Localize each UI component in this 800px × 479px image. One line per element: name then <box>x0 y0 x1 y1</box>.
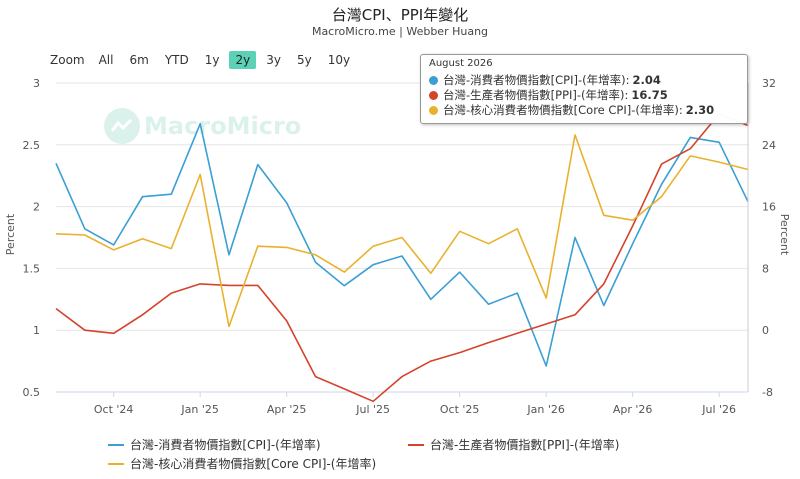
x-tick-label: Oct '24 <box>94 403 134 416</box>
y-left-tick-label: 0.5 <box>23 386 41 399</box>
tooltip-label-cpi: 台灣-消費者物價指數[CPI]-(年增率): <box>443 73 630 87</box>
range-button-all[interactable]: All <box>98 53 114 67</box>
y-axis-left-label: Percent <box>4 213 18 256</box>
y-left-tick-label: 3 <box>33 77 40 90</box>
x-tick-label: Apr '25 <box>267 403 307 416</box>
legend-item-core[interactable]: 台灣-核心消費者物價指數[Core CPI]-(年增率) <box>108 455 376 472</box>
y-left-tick-label: 2.5 <box>23 139 41 152</box>
legend-cpi-line-icon <box>108 443 124 446</box>
x-tick-label: Jul '26 <box>701 403 736 416</box>
legend-item-cpi[interactable]: 台灣-消費者物價指數[CPI]-(年增率) <box>108 436 321 453</box>
cpi-series-line <box>55 123 749 367</box>
x-tick-label: Oct '25 <box>440 403 480 416</box>
legend-core-line-icon <box>108 462 124 465</box>
core-marker-icon <box>429 105 438 115</box>
tooltip: August 2026 台灣-消費者物價指數[CPI]-(年增率): 2.04 … <box>420 54 748 124</box>
watermark-text: MacroMicro <box>144 112 302 140</box>
axes: 0.5 1 1.5 2 2.5 3 -8 0 8 16 24 32 Oct '24 Jan '25 Apr … <box>23 77 777 416</box>
tooltip-label-ppi: 台灣-生產者物價指數[PPI]-(年增率): <box>443 88 629 102</box>
tooltip-row-ppi: 台灣-生產者物價指數[PPI]-(年增率): 16.75 <box>429 87 668 103</box>
tooltip-value-cpi: 2.04 <box>632 73 661 87</box>
legend-ppi-line-icon <box>408 443 424 446</box>
range-selector: Zoom All 6m YTD 1y 2y 3y 5y 10y <box>50 49 360 71</box>
y-right-tick-label: -8 <box>762 386 773 399</box>
macromicro-logo-icon <box>104 108 140 144</box>
range-button-3y[interactable]: 3y <box>266 53 281 67</box>
x-tick-label: Jul '25 <box>355 403 390 416</box>
y-right-tick-label: 0 <box>762 324 769 337</box>
y-right-tick-label: 24 <box>762 139 776 152</box>
legend-label-cpi: 台灣-消費者物價指數[CPI]-(年增率) <box>130 438 321 452</box>
range-button-ytd[interactable]: YTD <box>164 53 189 67</box>
tooltip-value-ppi: 16.75 <box>631 88 668 102</box>
x-tick-label: Jan '25 <box>180 403 218 416</box>
chart-subtitle: MacroMicro.me | Webber Huang <box>311 25 489 38</box>
range-button-5y[interactable]: 5y <box>296 53 312 67</box>
range-button-1y[interactable]: 1y <box>204 53 220 67</box>
range-button-6m[interactable]: 6m <box>129 53 149 67</box>
legend-label-core: 台灣-核心消費者物價指數[Core CPI]-(年增率) <box>130 457 377 471</box>
tooltip-value-core: 2.30 <box>685 103 715 117</box>
core-cpi-series-line <box>55 134 749 328</box>
tooltip-row-core: 台灣-核心消費者物價指數[Core CPI]-(年增率): 2.30 <box>429 102 714 118</box>
tooltip-date: August 2026 <box>429 58 493 69</box>
x-tick-label: Jan '26 <box>526 403 564 416</box>
y-axis-right-label: Percent <box>778 213 792 256</box>
zoom-label: Zoom <box>50 53 85 67</box>
y-left-tick-label: 1 <box>33 324 40 337</box>
tooltip-row-cpi: 台灣-消費者物價指數[CPI]-(年增率): 2.04 <box>429 72 661 88</box>
chart-title: 台灣CPI、PPI年變化 <box>331 6 469 24</box>
ppi-marker-icon <box>429 90 438 100</box>
y-left-tick-label: 1.5 <box>23 262 41 275</box>
range-button-10y[interactable]: 10y <box>327 53 351 67</box>
ppi-series-line <box>55 113 749 403</box>
tooltip-label-core: 台灣-核心消費者物價指數[Core CPI]-(年增率): <box>443 103 683 117</box>
y-right-tick-label: 32 <box>762 77 776 90</box>
x-tick-label: Apr '26 <box>613 403 653 416</box>
y-right-tick-label: 16 <box>762 201 776 214</box>
range-button-2y[interactable]: 2y <box>229 51 257 69</box>
cpi-marker-icon <box>429 75 438 85</box>
legend-label-ppi: 台灣-生產者物價指數[PPI]-(年增率) <box>430 438 620 452</box>
y-left-tick-label: 2 <box>33 201 40 214</box>
y-right-tick-label: 8 <box>762 262 769 275</box>
series-lines <box>55 113 749 403</box>
legend-item-ppi[interactable]: 台灣-生產者物價指數[PPI]-(年增率) <box>408 436 619 453</box>
macromicro-watermark: MacroMicro <box>104 108 301 144</box>
